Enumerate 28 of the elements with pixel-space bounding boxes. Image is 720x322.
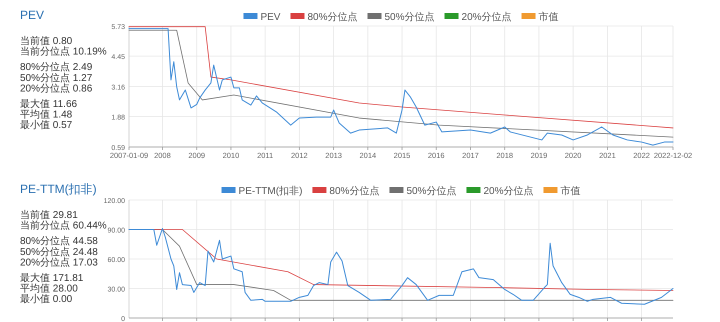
text: 80%分位点 2.49 xyxy=(20,61,93,74)
text: 当前值 0.80 xyxy=(20,35,73,47)
legend-label: 20%分位点 xyxy=(483,185,534,197)
text: 平均值 1.48 xyxy=(20,108,73,121)
legend-label: 50%分位点 xyxy=(406,185,456,197)
text: 80%分位点 44.58 xyxy=(20,235,98,248)
text: 最大值 11.66 xyxy=(20,98,78,110)
text: 当前分位点 10.19% xyxy=(20,46,107,58)
text: 50%分位点 24.48 xyxy=(20,246,98,258)
text: 当前分位点 60.44% xyxy=(20,220,107,232)
text: 50%分位点 1.27 xyxy=(20,72,93,84)
text: 20%分位点 17.03 xyxy=(20,256,98,268)
chart-title: PE-TTM(扣非) xyxy=(20,182,97,196)
legend-label: 市值 xyxy=(538,11,559,23)
text: 最小值 0.57 xyxy=(20,119,73,132)
text: 最小值 0.00 xyxy=(20,293,73,306)
text: PEV xyxy=(20,8,44,22)
legend-label: 80%分位点 xyxy=(307,11,358,23)
text: 平均值 28.00 xyxy=(20,282,78,295)
legend-label: 市值 xyxy=(560,185,580,197)
text: 最大值 171.81 xyxy=(20,272,84,284)
text: 20%分位点 0.86 xyxy=(20,82,93,94)
legend-label: PEV xyxy=(260,12,281,23)
legend-label: 80%分位点 xyxy=(329,185,380,197)
legend-label: PE-TTM(扣非) xyxy=(238,185,302,197)
legend-label: 20%分位点 xyxy=(462,11,512,23)
text: 当前值 29.81 xyxy=(20,209,78,221)
legend-label: 50%分位点 xyxy=(384,11,435,23)
